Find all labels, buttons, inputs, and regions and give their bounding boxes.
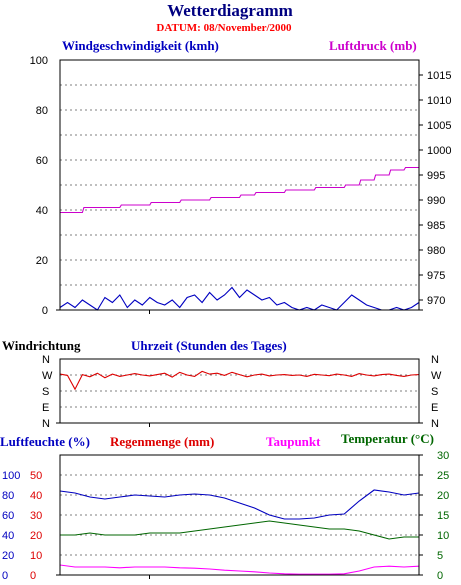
panel3-frame (59, 454, 420, 576)
wind-direction-series (59, 370, 420, 391)
temperature-tick-label: 25 (437, 470, 449, 482)
wind-speed-tick-label: 40 (36, 205, 48, 217)
grid-layer (60, 84, 419, 556)
pressure-tick-label: 1010 (427, 95, 451, 107)
temperature-axis-label: Temperatur (°C) (341, 431, 434, 446)
dewpoint-label: Taupunkt (266, 434, 321, 449)
direction-tick-left: W (42, 370, 53, 382)
temperature-tick-label: 20 (437, 490, 449, 502)
rain-tick-label: 20 (30, 530, 42, 542)
direction-tick-right: E (431, 402, 438, 414)
pressure-axis-label: Luftdruck (mb) (329, 38, 417, 53)
wind-speed-series (59, 286, 420, 311)
rain-tick-label: 50 (30, 470, 42, 482)
humidity-tick-label: 20 (2, 550, 14, 562)
panel2-frame (59, 358, 420, 424)
direction-tick-left: S (42, 386, 49, 398)
pressure-tick-label: 990 (427, 195, 445, 207)
humidity-series (59, 489, 420, 520)
wind-speed-tick-label: 100 (30, 55, 48, 67)
humidity-tick-label: 80 (2, 490, 14, 502)
temperature-tick-label: 10 (437, 530, 449, 542)
temperature-tick-label: 30 (437, 450, 449, 462)
rain-tick-label: 30 (30, 510, 42, 522)
rain-tick-label: 0 (30, 570, 36, 582)
pressure-tick-label: 970 (427, 295, 445, 307)
chart-title: Wetterdiagramm (167, 1, 293, 20)
pressure-tick-label: 980 (427, 245, 445, 257)
wind-speed-tick-label: 60 (36, 155, 48, 167)
series-layer (59, 166, 420, 576)
direction-tick-right: S (431, 386, 438, 398)
direction-tick-left: N (42, 354, 50, 366)
tick-labels-layer: 0204060801009709759809859909951000100510… (2, 55, 451, 582)
direction-tick-left: N (42, 418, 50, 430)
wind-speed-tick-label: 80 (36, 105, 48, 117)
wind-direction-label: Windrichtung (2, 338, 81, 353)
pressure-series (60, 166, 419, 214)
wind-speed-tick-label: 0 (42, 305, 48, 317)
wind-speed-tick-label: 20 (36, 255, 48, 267)
panel1-frame (59, 59, 420, 311)
temperature-series (60, 520, 419, 540)
direction-tick-right: N (431, 418, 439, 430)
pressure-tick-label: 1015 (427, 70, 451, 82)
direction-tick-right: N (431, 354, 439, 366)
pressure-tick-label: 1005 (427, 120, 451, 132)
time-axis-label: Uhrzeit (Stunden des Tages) (131, 338, 287, 353)
rain-tick-label: 10 (30, 550, 42, 562)
temperature-tick-label: 5 (437, 550, 443, 562)
rain-tick-label: 40 (30, 490, 42, 502)
temperature-tick-label: 0 (437, 570, 443, 582)
humidity-tick-label: 40 (2, 530, 14, 542)
dewpoint-series (59, 564, 420, 575)
direction-tick-right: W (431, 370, 442, 382)
humidity-tick-label: 0 (2, 570, 8, 582)
temperature-tick-label: 15 (437, 510, 449, 522)
humidity-tick-label: 100 (2, 470, 20, 482)
panel-frames (56, 59, 423, 579)
pressure-tick-label: 975 (427, 270, 445, 282)
pressure-tick-label: 985 (427, 220, 445, 232)
rain-axis-label: Regenmenge (mm) (110, 434, 214, 449)
date-label: DATUM: 08/November/2000 (156, 22, 292, 34)
direction-tick-left: E (42, 402, 49, 414)
pressure-tick-label: 995 (427, 170, 445, 182)
wind-speed-axis-label: Windgeschwindigkeit (kmh) (62, 38, 219, 53)
humidity-tick-label: 60 (2, 510, 14, 522)
humidity-axis-label: Luftfeuchte (%) (0, 434, 90, 449)
pressure-tick-label: 1000 (427, 145, 451, 157)
